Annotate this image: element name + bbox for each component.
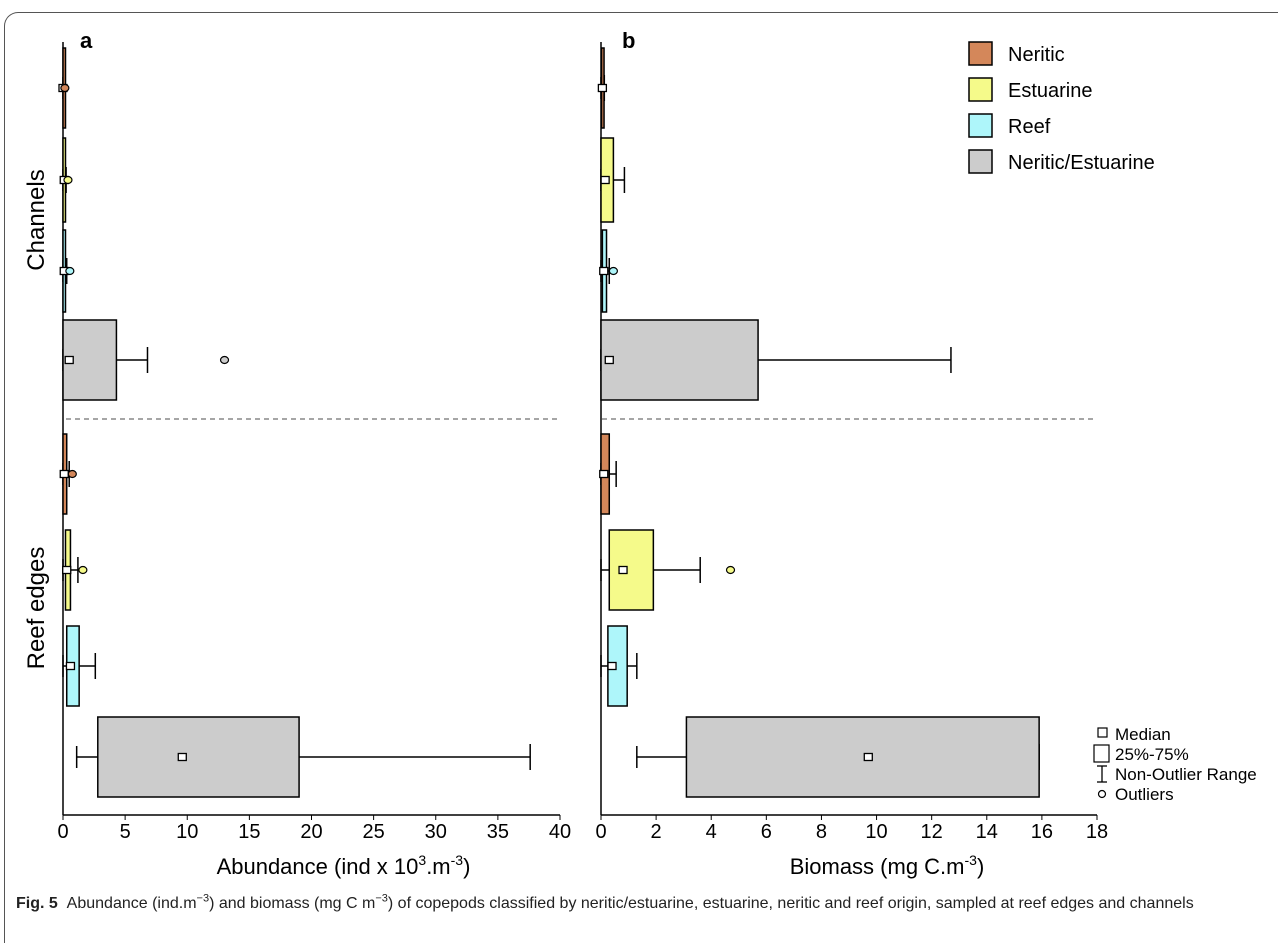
legend-swatch-reef (968, 113, 993, 138)
panel-a-x-axis-label-part: Abundance (ind x 10 (217, 854, 419, 879)
caption-text-1: Abundance (ind.m (66, 895, 197, 912)
panel-a-box-channels-reef-outlier (65, 266, 75, 276)
panel-b-box-channels-neritic-estuarine-median (604, 355, 614, 365)
panel-b-box-channels-reef-outlier (608, 266, 619, 276)
caption-sup-1: −3 (196, 892, 210, 905)
panel-a-box-reef-edges-neritic-median (59, 469, 69, 479)
panel-b-box-channels-reef-median (599, 266, 609, 276)
legend-swatch-neritic-estuarine (968, 149, 993, 174)
legend-median-icon (1097, 727, 1108, 738)
panel-b-box-reef-edges-reef-median (607, 661, 617, 671)
panel-a-box-channels-estuarine-outlier (63, 175, 73, 185)
legend-swatch-estuarine (968, 77, 993, 102)
panel-a-box-reef-edges-estuarine-outlier (78, 565, 88, 575)
panel-a-box-reef-edges-neritic-estuarine-median (177, 752, 187, 762)
legend-median-label: Median (1115, 725, 1171, 744)
legend-label-reef: Reef (1008, 116, 1051, 138)
panel-a-x-axis-label-part: -3 (451, 852, 464, 868)
panel-b-x-axis-label-part: ) (977, 854, 984, 879)
figure-frame (4, 12, 1278, 943)
panel-b-x-tick-label: 0 (595, 821, 606, 843)
panel-b-box-reef-edges-estuarine-iqr (608, 529, 655, 611)
legend-label-estuarine: Estuarine (1008, 80, 1093, 102)
panel-a-x-tick-label: 15 (238, 821, 260, 843)
panel-a-box-channels-neritic-estuarine-median (64, 355, 74, 365)
panel-b-box-reef-edges-neritic-median (599, 469, 609, 479)
legend-label-neritic-estuarine: Neritic/Estuarine (1008, 152, 1155, 174)
panel-b-x-tick-label: 12 (921, 821, 943, 843)
panel-b-x-tick-label: 2 (651, 821, 662, 843)
panel-b-box-reef-edges-neritic-estuarine-iqr (685, 716, 1040, 798)
panel-b-x-tick-label: 18 (1086, 821, 1108, 843)
caption-text-2: ) and biomass (mg C m (209, 895, 376, 912)
panel-a-box-channels-neritic-estuarine-outlier (219, 355, 230, 365)
panel-a-x-tick-label: 0 (57, 821, 68, 843)
legend-label-neritic: Neritic (1008, 44, 1065, 66)
panel-b-x-tick-label: 14 (976, 821, 998, 843)
panel-a-box-reef-edges-neritic-outlier (67, 469, 77, 479)
panel-a-x-tick-label: 20 (300, 821, 322, 843)
caption-text-3: ) of copepods classified by neritic/estu… (387, 895, 1194, 912)
legend-outlier-icon (1097, 789, 1107, 799)
panel-a-box-channels-neritic-outlier (60, 83, 70, 93)
caption-label: Fig. 5 (16, 895, 58, 912)
group-label-channels: Channels (23, 169, 50, 270)
legend-outlier-label: Outliers (1115, 785, 1174, 804)
panel-a-x-axis-label: Abundance (ind x 103.m-3) (217, 852, 471, 879)
panel-b-box-channels-estuarine-median (600, 175, 610, 185)
panel-a-x-tick-label: 40 (549, 821, 571, 843)
panel-a-box-reef-edges-neritic-estuarine-iqr (97, 716, 300, 798)
legend-whisker-label: Non-Outlier Range (1115, 765, 1257, 784)
panel-b-box-reef-edges-estuarine-outlier (725, 565, 736, 575)
panel-b-x-tick-label: 16 (1031, 821, 1053, 843)
panel-a-x-axis-label-part: ) (463, 854, 470, 879)
panel-b-box-channels-neritic-median (597, 83, 608, 93)
panel-b-box-reef-edges-estuarine-median (618, 565, 628, 575)
panel-a-box-reef-edges-estuarine-median (62, 565, 72, 575)
panel-a-x-tick-label: 10 (176, 821, 198, 843)
panel-b-x-axis-label-part: Biomass (mg C.m (790, 854, 965, 879)
panel-a-box-reef-edges-reef-median (65, 661, 76, 671)
panel-a-x-tick-label: 35 (487, 821, 509, 843)
legend-box-icon (1093, 744, 1110, 763)
panel-a-x-tick-label: 5 (120, 821, 131, 843)
legend-box-label: 25%-75% (1115, 745, 1189, 764)
panel-b-x-tick-label: 6 (761, 821, 772, 843)
panel-b-x-tick-label: 8 (816, 821, 827, 843)
panel-a-x-axis-label-part: 3 (418, 852, 426, 868)
panel-b-letter: b (622, 28, 635, 53)
panel-b-x-axis-label-part: -3 (965, 852, 978, 868)
panel-a-x-tick-label: 30 (425, 821, 447, 843)
caption-sup-2: −3 (375, 892, 388, 905)
panel-b-box-channels-neritic-estuarine-iqr (600, 319, 759, 401)
panel-b-x-tick-label: 4 (706, 821, 717, 843)
panel-a-x-tick-label: 25 (363, 821, 385, 843)
legend-swatch-neritic (968, 41, 993, 66)
panel-a-x-axis-label-part: .m (426, 854, 450, 879)
figure-caption: Fig. 5 Abundance (ind.m−3) and biomass (… (16, 892, 1271, 916)
panel-a-letter: a (80, 28, 93, 53)
panel-b-box-reef-edges-neritic-estuarine-median (863, 752, 873, 762)
panel-b-x-tick-label: 10 (865, 821, 887, 843)
panel-b-x-axis-label: Biomass (mg C.m-3) (790, 852, 985, 879)
group-label-reef-edges: Reef edges (23, 547, 50, 670)
